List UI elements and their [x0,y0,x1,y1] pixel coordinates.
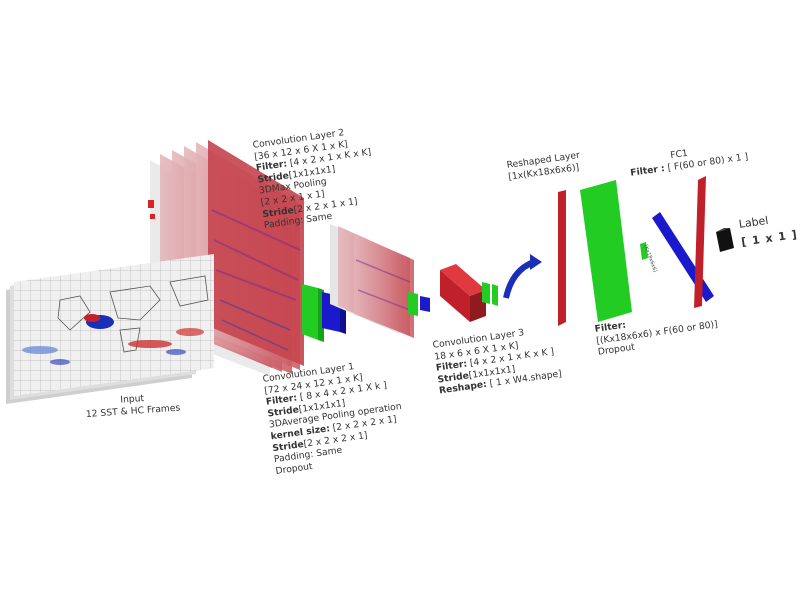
conv1-pool-green-block [302,284,318,340]
conv2-pool-blue-block [420,296,430,312]
reshape-arrow-head [530,254,542,270]
reshape-arrow [503,259,536,299]
conv2-frame [354,234,414,338]
conv1-label: Convolution Layer 1 [72 x 24 x 12 x 1 x … [262,355,409,477]
conv2-feature-stack [330,224,414,338]
input-frames [6,254,214,404]
label-output-cube [716,228,734,252]
conv1-frame [208,140,304,366]
fc-red-bar [694,176,706,308]
small-green-block [640,242,648,260]
label-output-cube-top [716,228,730,232]
conv3-green-slab [482,282,490,304]
conv3-red-block [440,270,470,322]
conv2-pool-green-block [408,292,418,316]
conv3-green-slab [492,284,498,306]
reshaped-green-block [580,180,632,322]
fc-blue-bar [652,212,714,302]
conv3-red-block-top [440,264,486,296]
conv2-label: Convolution Layer 2 [36 x 12 x 6 X 1 x K… [252,124,380,232]
reshaped-red-bar [558,190,566,326]
